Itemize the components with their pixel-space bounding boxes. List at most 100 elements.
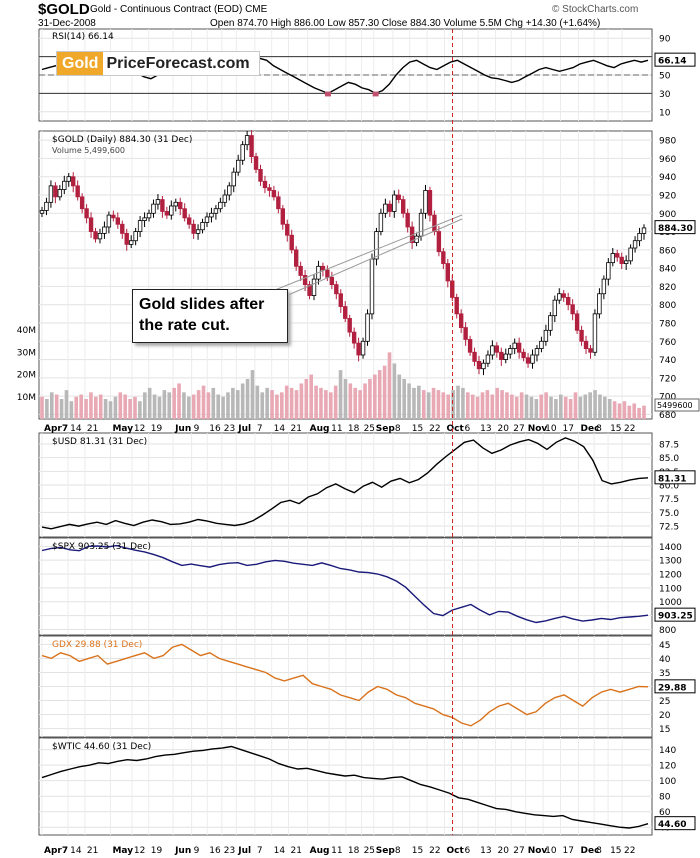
y-tick-label: 1000 — [659, 598, 682, 608]
candle-body — [253, 156, 259, 170]
volume-bar — [637, 407, 641, 419]
volume-bar — [59, 399, 64, 419]
x-tick-label-bottom: Sep — [376, 846, 396, 856]
volume-bar — [593, 390, 597, 419]
x-tick-label-top: 19 — [151, 424, 163, 434]
candle-body — [365, 313, 370, 342]
x-tick-label-bottom: 14 — [274, 846, 286, 856]
annotation-line-2: the rate cut. — [139, 317, 230, 334]
x-tick-label-bottom: 22 — [429, 846, 440, 856]
candle-body — [485, 354, 491, 364]
logo-rest: PriceForecast.com — [106, 55, 250, 72]
x-tick-label-top: 21 — [87, 424, 98, 434]
candle-body — [525, 357, 531, 364]
volume-bar — [172, 387, 176, 419]
volume-bar — [108, 401, 113, 419]
volume-bar — [289, 387, 294, 419]
x-tick-label-top: 9 — [194, 424, 200, 434]
candle-body — [383, 203, 388, 214]
candle-body — [218, 201, 223, 210]
volume-bar — [333, 385, 338, 419]
y-tick-label: 77.5 — [659, 495, 679, 505]
volume-bar — [402, 379, 406, 419]
rsi-title: RSI(14) 66.14 — [52, 32, 114, 42]
x-tick-label-bottom: 14 — [70, 846, 82, 856]
candle-body — [240, 144, 245, 161]
volume-bar — [426, 392, 431, 419]
last-value-label: 903.25 — [658, 612, 693, 622]
y-tick-label: 700 — [659, 393, 676, 403]
y-tick-label: 80 — [659, 793, 671, 803]
candle-body — [84, 208, 89, 219]
x-tick-label-top: 18 — [348, 424, 360, 434]
x-tick-label-top: 8 — [596, 424, 602, 434]
x-tick-label-top: 23 — [224, 424, 235, 434]
candle-body — [307, 284, 312, 296]
x-tick-label-bottom: 18 — [348, 846, 360, 856]
last-value-box — [654, 470, 696, 485]
volume-bar — [40, 396, 44, 419]
x-tick-label-top: 16 — [209, 424, 221, 434]
last-value-box — [654, 816, 696, 831]
candle-body — [418, 212, 424, 237]
volume-bar — [514, 396, 519, 419]
x-tick-label-top: 17 — [563, 424, 574, 434]
volume-bar — [69, 401, 74, 419]
y-tick-label: 90 — [659, 35, 671, 45]
y-tick-label: 760 — [659, 338, 676, 348]
candle-body — [293, 249, 299, 267]
x-tick-label-bottom: 8 — [596, 846, 602, 856]
x-tick-label-top: Jun — [174, 424, 191, 434]
x-tick-label-bottom: 10 — [545, 846, 557, 856]
volume-bar — [480, 392, 485, 419]
candle-body — [258, 168, 263, 182]
candle-body — [628, 247, 633, 262]
candle-body — [169, 205, 174, 216]
candle-body — [583, 340, 589, 349]
volume-bar — [74, 396, 79, 419]
candle-body — [619, 256, 624, 264]
volume-bar — [563, 396, 568, 419]
annotation-line-1: Gold slides after — [139, 296, 265, 313]
candle-body — [552, 299, 558, 317]
y-tick-label: 85.0 — [659, 454, 679, 464]
candle-body — [178, 201, 183, 210]
candle-body — [499, 351, 504, 360]
candle-body — [271, 190, 277, 198]
candle-body — [343, 306, 348, 319]
x-tick-label-bottom: 17 — [563, 846, 574, 856]
volume-bar — [138, 401, 142, 419]
last-value-label: 44.60 — [658, 820, 686, 830]
volume-bar — [84, 399, 88, 419]
volume-bar — [485, 390, 490, 419]
candle-body — [236, 159, 241, 173]
x-tick-label-top: Apr7 — [44, 424, 68, 434]
brand-credit: © StockCharts.com — [552, 4, 639, 15]
volume-bar — [250, 370, 255, 419]
last-value-box — [654, 679, 696, 694]
x-tick-label-bottom: 8 — [395, 846, 401, 856]
x-tick-label-top: 25 — [364, 424, 375, 434]
volume-bar — [294, 390, 299, 419]
candle-body — [57, 189, 63, 198]
x-tick-label-top: Jul — [237, 424, 251, 434]
volume-bar — [211, 387, 216, 419]
volume-bar — [466, 392, 470, 419]
gdx-line — [41, 643, 649, 727]
candle-body — [615, 253, 620, 258]
usd-line — [41, 437, 649, 530]
volume-bar — [377, 370, 382, 419]
last-value-label: 884.30 — [658, 224, 693, 234]
ticker-description: Gold - Continuous Contract (EOD) CME — [90, 4, 267, 15]
candle-body — [93, 231, 98, 240]
candle-body — [262, 180, 268, 189]
rsi-oversold-mark — [324, 91, 331, 97]
candle-body — [111, 214, 116, 219]
x-tick-label-bottom: 25 — [364, 846, 375, 856]
volume-bar — [544, 392, 548, 419]
y-tick-label: 100 — [659, 777, 676, 787]
candle-body — [329, 276, 335, 285]
candle-body — [128, 240, 134, 245]
candle-body — [597, 293, 602, 315]
